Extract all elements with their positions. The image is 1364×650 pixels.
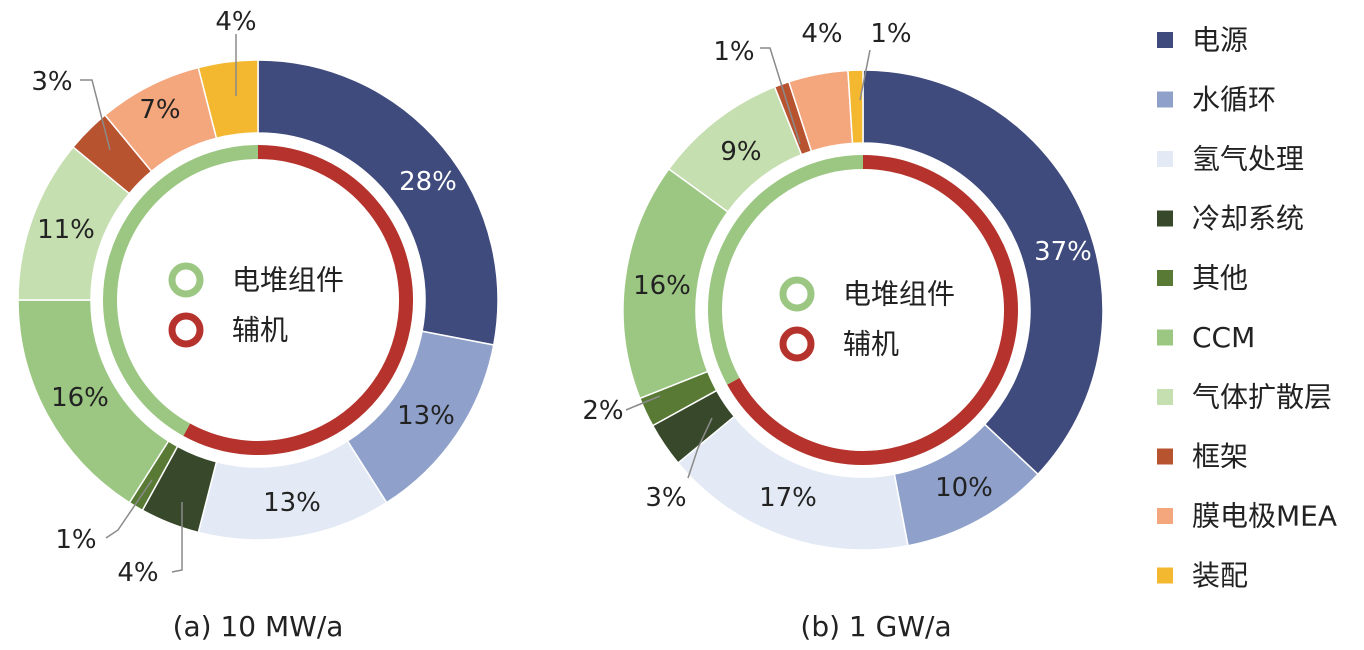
- chart-a-caption: (a) 10 MW/a: [173, 610, 344, 643]
- legend-swatch-3: [1157, 210, 1173, 227]
- chart-a-inner-arc-1: [103, 145, 259, 436]
- chart-a-center-label-1: 辅机: [232, 314, 288, 347]
- legend-label-5: CCM: [1192, 321, 1255, 354]
- chart-a-label-7: 3%: [31, 67, 72, 97]
- chart-b-label-2: 17%: [759, 483, 817, 513]
- legend-label-6: 气体扩散层: [1192, 381, 1332, 414]
- chart-b-leader-9: [859, 49, 871, 101]
- chart-a-center-marker-0: [168, 262, 204, 298]
- chart-a-inner-ring: [103, 145, 413, 455]
- chart-b-label-4: 2%: [582, 396, 623, 426]
- chart-b-center-label-1: 辅机: [843, 328, 899, 361]
- legend-swatch-8: [1157, 508, 1173, 524]
- chart-b-inner-arc-0: [727, 155, 1018, 465]
- legend-label-7: 框架: [1192, 440, 1248, 473]
- chart-b-label-3: 3%: [645, 483, 686, 513]
- chart-b-label-8: 4%: [801, 19, 842, 49]
- chart-a-label-6: 11%: [37, 215, 95, 245]
- chart-a-label-2: 13%: [263, 488, 321, 518]
- chart-a-label-0: 28%: [399, 167, 457, 197]
- chart-b-label-9: 1%: [870, 19, 911, 49]
- chart-a-leader-3: [171, 502, 183, 573]
- legend-swatch-9: [1157, 567, 1173, 584]
- legend-swatch-1: [1157, 91, 1173, 108]
- chart-b-label-1: 10%: [935, 473, 993, 503]
- chart-a-outer-ring: [17, 59, 499, 541]
- chart-a-label-4: 1%: [55, 525, 96, 555]
- legend-swatch-5: [1157, 329, 1173, 346]
- chart-b-slice-0: [862, 69, 1104, 476]
- chart-a-slice-9: [197, 59, 259, 140]
- legend-label-4: 其他: [1192, 262, 1248, 295]
- chart-a-inner-arc-0: [183, 145, 413, 455]
- chart-b-center-label-0: 电堆组件: [843, 278, 955, 311]
- chart-b-outer-ring: [622, 69, 1104, 551]
- legend-label-0: 电源: [1192, 24, 1248, 57]
- chart-b-label-6: 9%: [720, 137, 761, 167]
- chart-b-caption: (b) 1 GW/a: [800, 610, 951, 643]
- chart-b-leader-4: [625, 395, 661, 411]
- chart-b-slice-9: [847, 69, 864, 145]
- legend-label-9: 装配: [1192, 559, 1248, 592]
- chart-a-label-9: 4%: [215, 7, 256, 37]
- chart-b-leader-3: [687, 417, 713, 479]
- chart-b-inner-ring: [708, 155, 1018, 465]
- legend-label-2: 氢气处理: [1192, 143, 1304, 176]
- legend-swatch-7: [1157, 448, 1173, 465]
- chart-b-inner-arc-1: [708, 155, 864, 385]
- chart-b-labels: 37% 10% 17% 3% 2% 16% 9% 1% 4% 1%: [582, 19, 1092, 513]
- legend-swatch-4: [1157, 270, 1173, 286]
- chart-a-label-8: 7%: [139, 95, 180, 125]
- legend-swatch-2: [1157, 151, 1173, 167]
- chart-a-leader-7: [80, 79, 111, 151]
- chart-a-label-1: 13%: [397, 401, 455, 431]
- chart-b-label-7: 1%: [713, 37, 754, 67]
- chart-b-label-5: 16%: [633, 271, 691, 301]
- chart-a-slice-0: [257, 59, 499, 346]
- chart-b-leader-7: [760, 47, 801, 145]
- legend-label-8: 膜电极MEA: [1192, 500, 1337, 533]
- chart-a-label-3: 4%: [117, 558, 158, 588]
- chart-a-label-5: 16%: [51, 383, 109, 413]
- chart-a-center-label-0: 电堆组件: [232, 264, 344, 297]
- chart-a-leader-4: [105, 479, 153, 539]
- legend-label-1: 水循环: [1192, 83, 1276, 116]
- legend-swatch-0: [1157, 32, 1173, 48]
- chart-a-center-marker-1: [168, 312, 204, 348]
- chart-b-center-marker-0: [779, 276, 815, 312]
- chart-b-label-0: 37%: [1034, 237, 1092, 267]
- chart-b-center-marker-1: [779, 326, 815, 362]
- legend-swatch-6: [1157, 389, 1173, 405]
- legend-label-3: 冷却系统: [1192, 202, 1304, 235]
- chart-a-labels: 28% 13% 13% 4% 1% 16% 11% 3% 7% 4%: [31, 7, 457, 588]
